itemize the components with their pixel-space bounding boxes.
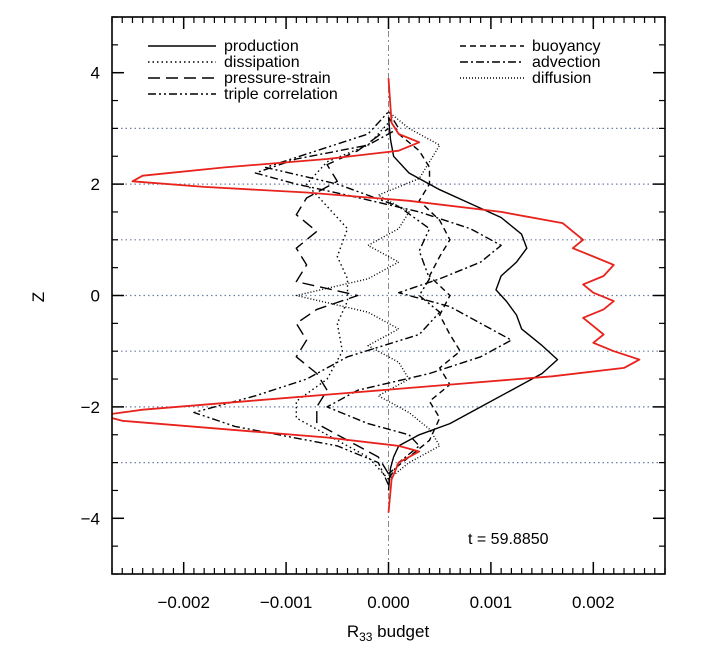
- series-line-red-total: [112, 78, 641, 513]
- y-tick-label: 4: [91, 64, 100, 83]
- legend-label: pressure-strain: [224, 70, 331, 87]
- x-axis-title: R33 budget: [347, 622, 430, 644]
- y-tick-label: −2: [81, 398, 100, 417]
- legend: productiondissipationpressure-straintrip…: [148, 38, 601, 103]
- legend-label: buoyancy: [532, 38, 601, 55]
- series-layer: [112, 78, 641, 513]
- x-axis-title-subscript: 33: [359, 630, 373, 644]
- reference-lines: [112, 17, 665, 574]
- axis-ticks: −0.002 −0.001 0.000 0.001 0.002 −4 −2 0 2 4: [81, 16, 666, 612]
- x-tick-label: −0.002: [157, 593, 209, 612]
- legend-label: production: [224, 38, 299, 55]
- series-line-diffusion: [295, 111, 441, 480]
- series-line-triple-correlation: [193, 111, 441, 486]
- time-annotation: t = 59.8850: [468, 531, 549, 548]
- series-line-dissipation: [295, 122, 390, 480]
- y-tick-label: 2: [91, 175, 100, 194]
- x-axis-title-suffix: budget: [372, 622, 429, 641]
- y-tick-label: −4: [81, 509, 100, 528]
- y-axis-title: Z: [29, 292, 48, 302]
- series-line-production: [387, 117, 559, 491]
- y-tick-label: 0: [91, 287, 100, 306]
- legend-label: triple correlation: [224, 86, 338, 103]
- x-tick-label: 0.000: [367, 593, 410, 612]
- legend-label: advection: [532, 54, 601, 71]
- x-tick-label: −0.001: [260, 593, 312, 612]
- series-line-advection: [254, 111, 513, 480]
- series-line-pressure-strain: [295, 127, 390, 475]
- legend-label: diffusion: [532, 70, 591, 87]
- x-tick-label: 0.001: [470, 593, 513, 612]
- x-tick-label: 0.002: [572, 593, 615, 612]
- x-axis-title-main: R: [347, 622, 359, 641]
- legend-label: dissipation: [224, 54, 300, 71]
- plot-frame: [111, 16, 666, 575]
- series-line-buoyancy: [387, 116, 461, 475]
